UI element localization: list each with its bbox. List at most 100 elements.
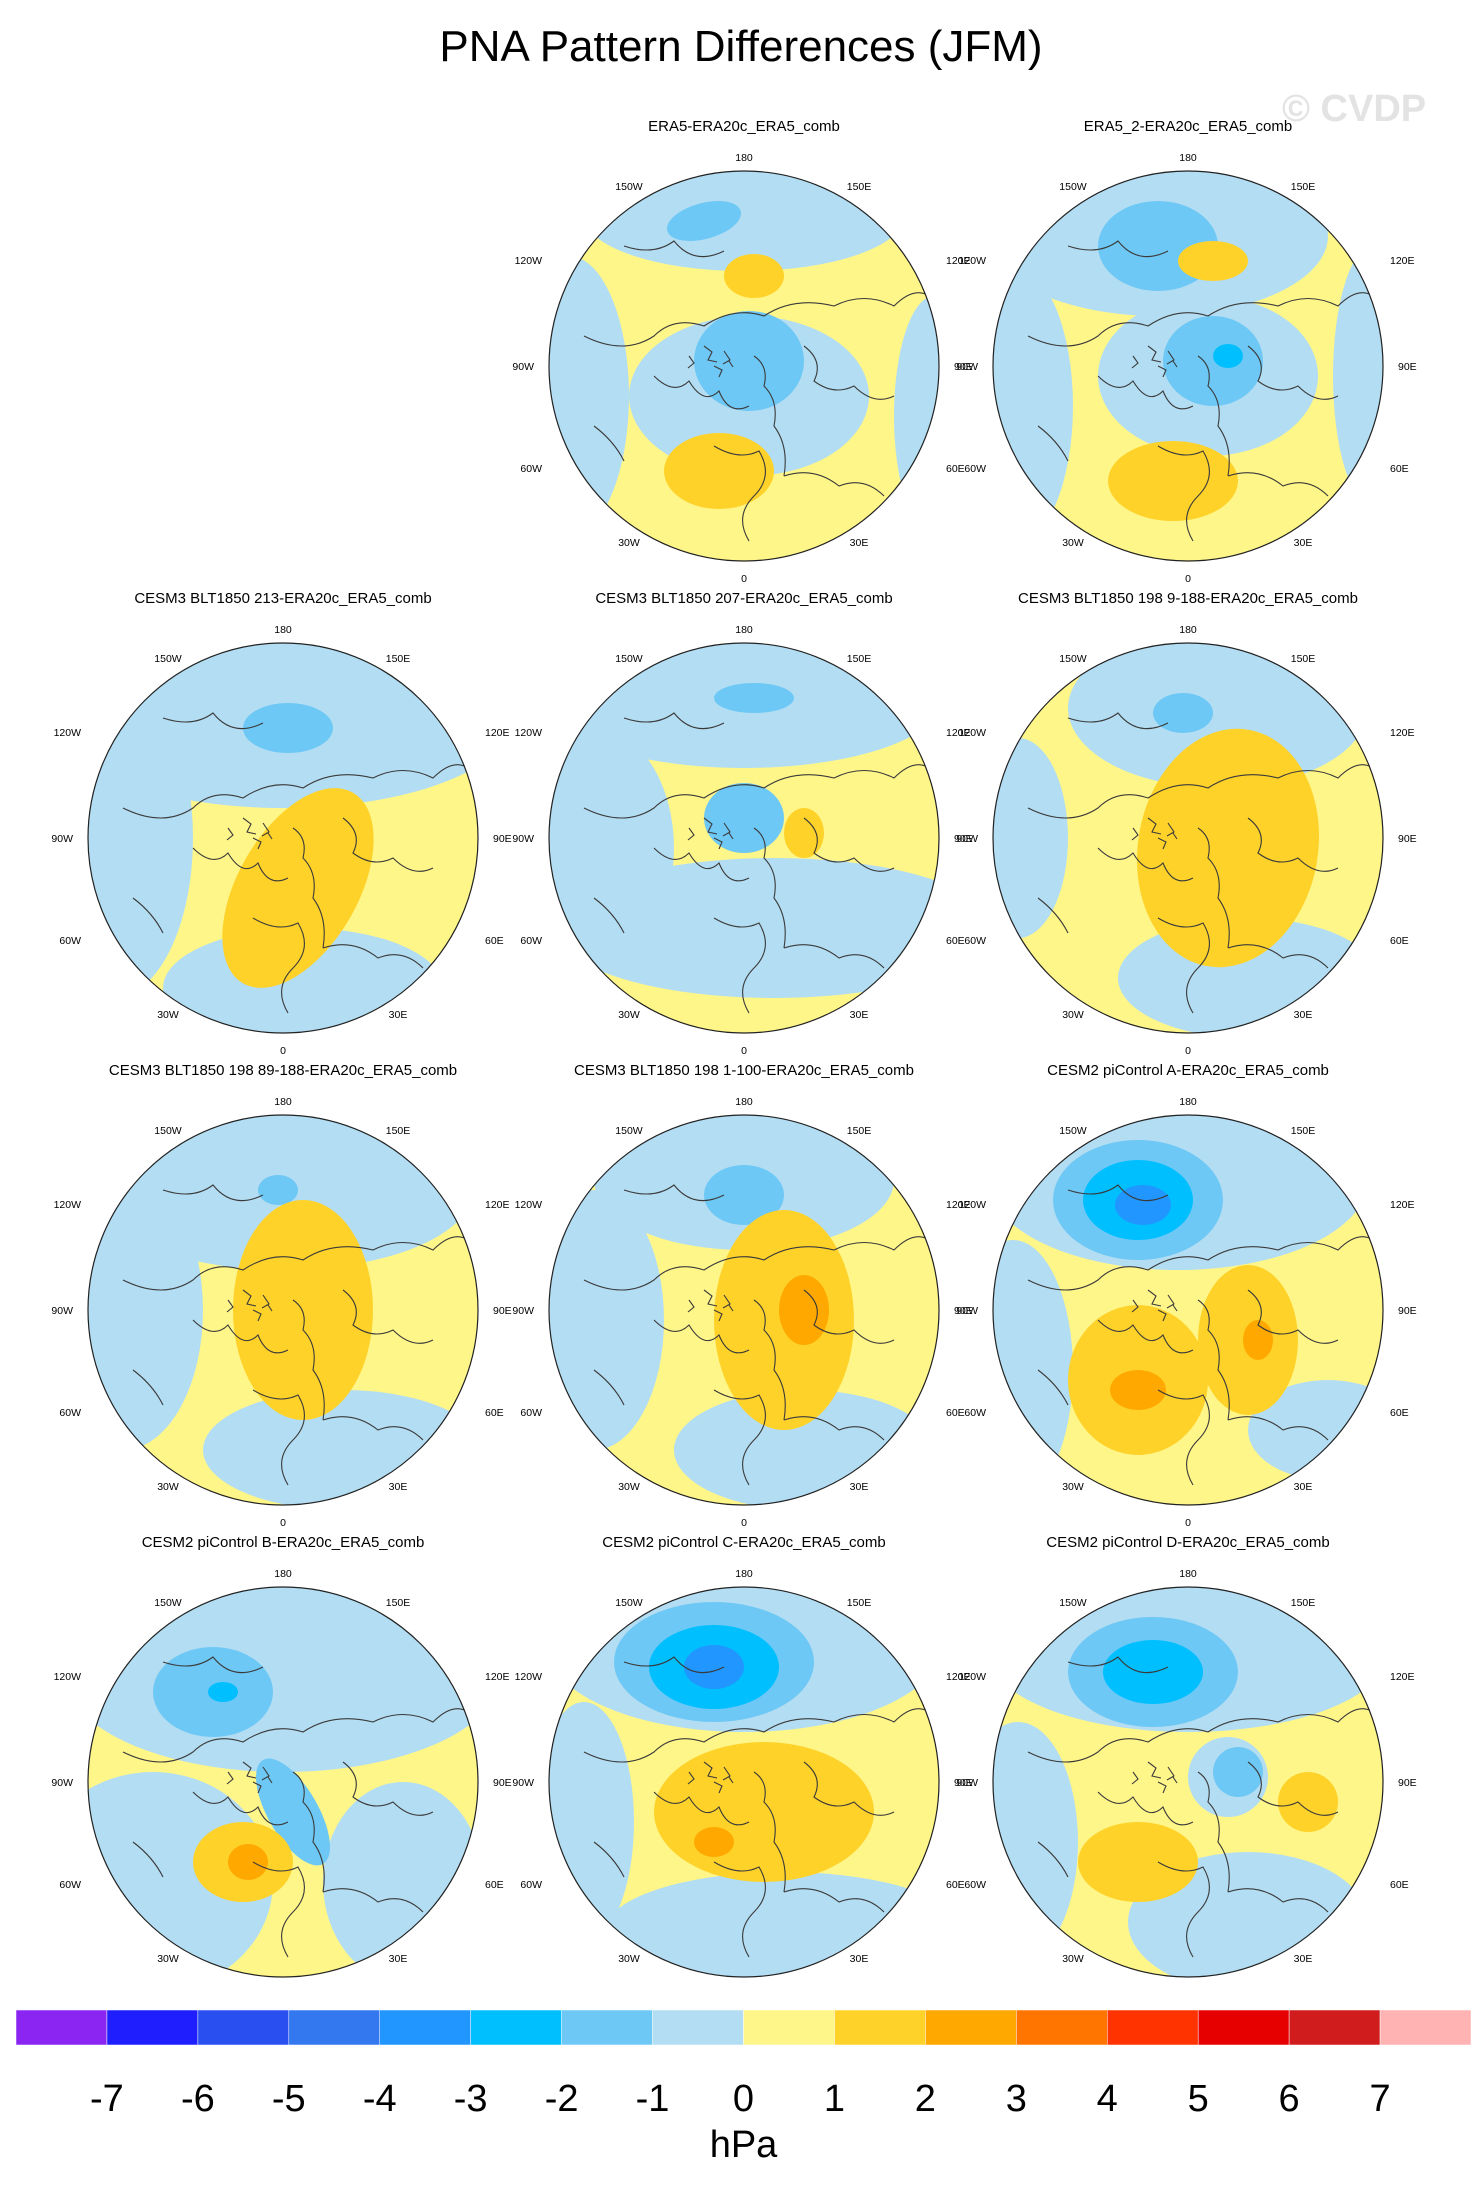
map-panel: ERA5_2-ERA20c_ERA5_comb 180 150W 150E 120W 12… [956,118,1417,585]
longitude-label: 90E [954,1305,973,1317]
longitude-label: 90E [954,361,973,373]
longitude-label: 30E [850,1481,869,1493]
longitude-label: 120E [946,1671,971,1683]
anomaly-contour [1153,693,1213,733]
longitude-label: 90W [512,1777,534,1789]
longitude-label: 120E [1390,1671,1415,1683]
map-boundary [992,1114,1384,1506]
longitude-label: 60E [485,1407,504,1419]
map-panel: CESM3 BLT1850 198 9-188-ERA20c_ERA5_comb… [956,590,1416,1057]
colorbar-swatch [379,2009,471,2046]
longitude-label: 60W [964,463,986,475]
longitude-label: 150E [386,1597,411,1609]
longitude-label: 60W [520,1879,542,1891]
figure-title: PNA Pattern Differences (JFM) [439,22,1043,71]
longitude-label: 60W [964,1879,986,1891]
longitude-label: 150W [1059,1597,1087,1609]
longitude-label: 0 [741,1517,747,1529]
colorbar-tick-label: 4 [1096,2078,1118,2120]
longitude-label: 120W [959,1671,987,1683]
anomaly-contour [993,266,1073,546]
map-boundary [548,642,940,1034]
map-boundary [548,1114,940,1506]
longitude-label: 150W [615,1125,643,1137]
panel-title: ERA5-ERA20c_ERA5_comb [648,118,840,135]
longitude-label: 0 [280,1989,286,1990]
anomaly-contour [1278,1772,1338,1832]
longitude-label: 0 [741,573,747,585]
map-boundary [87,1114,479,1506]
map-boundary [992,642,1384,1034]
longitude-label: 60W [964,1407,986,1419]
colorbar-swatches [16,2009,1471,2046]
longitude-label: 150W [154,1125,182,1137]
anomaly-contour [667,201,741,241]
anomaly-contour [1213,1747,1263,1797]
map-panel: CESM2 piControl D-ERA20c_ERA5_comb 180 150… [956,1534,1416,1990]
anomaly-contour [704,1165,784,1225]
longitude-label: 30W [1062,1009,1084,1021]
longitude-label: 60E [946,1407,965,1419]
longitude-label: 120E [1390,727,1415,739]
longitude-label: 60E [485,935,504,947]
anomaly-contour [1110,1370,1166,1410]
colorbar-swatch [1197,2009,1290,2046]
anomaly-contour [714,683,794,713]
longitude-label: 30W [618,1481,640,1493]
panel-title: CESM3 BLT1850 213-ERA20c_ERA5_comb [134,590,431,607]
colorbar-tick-label: 0 [732,2078,755,2120]
anomaly-contour [694,1827,734,1857]
map-boundary [548,170,940,562]
longitude-label: 120W [515,1671,543,1683]
panel-title: CESM3 BLT1850 207-ERA20c_ERA5_comb [595,590,892,607]
longitude-label: 150E [1291,1597,1316,1609]
anomaly-contour [222,788,374,988]
longitude-label: 120E [1390,255,1415,267]
longitude-label: 150E [847,181,872,193]
longitude-label: 90E [1398,361,1417,373]
map-boundary [992,1586,1384,1978]
longitude-label: 0 [280,1045,286,1057]
longitude-label: 180 [735,1096,753,1108]
panel-title: CESM2 piControl A-ERA20c_ERA5_comb [1047,1062,1329,1079]
longitude-label: 90E [954,833,973,845]
longitude-label: 120W [54,1199,82,1211]
anomaly-contour [784,808,824,858]
longitude-label: 150E [386,653,411,665]
anomaly-contour [894,296,939,536]
panel-title: CESM3 BLT1850 198 1-100-ERA20c_ERA5_comb [574,1062,914,1079]
anomaly-contour [243,703,333,753]
anomaly-contour [88,1587,478,1772]
map-panel: CESM2 piControl B-ERA20c_ERA5_comb 180 150… [51,1534,511,1990]
longitude-label: 30E [850,1009,869,1021]
longitude-label: 150E [1291,1125,1316,1137]
longitude-label: 180 [1179,624,1197,636]
longitude-label: 120W [515,1199,543,1211]
panel-title: CESM3 BLT1850 198 9-188-ERA20c_ERA5_comb [1018,590,1358,607]
anomaly-contour [1163,316,1263,406]
longitude-label: 30E [1294,537,1313,549]
longitude-label: 60E [1390,1879,1409,1891]
longitude-label: 30E [1294,1953,1313,1965]
longitude-label: 90W [956,361,978,373]
anomaly-contour [323,1782,478,1977]
anomaly-contour [1178,241,1248,281]
colorbar-tick-label: -1 [635,2078,670,2120]
longitude-label: 60E [485,1879,504,1891]
panel-title: CESM2 piControl C-ERA20c_ERA5_comb [602,1534,885,1551]
map-boundary [87,1586,479,1978]
longitude-label: 150E [1291,181,1316,193]
colorbar-tick-label: 3 [1005,2078,1027,2120]
map-panel: CESM3 BLT1850 207-ERA20c_ERA5_comb 180 150… [512,590,973,1057]
longitude-label: 150E [847,1125,872,1137]
map-panel: CESM2 piControl A-ERA20c_ERA5_comb 180 150… [956,1062,1416,1529]
longitude-label: 150E [386,1125,411,1137]
anomaly-contour [256,1758,330,1866]
longitude-label: 60E [946,935,965,947]
anomaly-contour [724,254,784,298]
colorbar-tick-label: 6 [1278,2078,1300,2120]
longitude-label: 120W [54,727,82,739]
colorbar-swatch [743,2009,835,2046]
longitude-label: 150E [847,653,872,665]
watermark: © CVDP [1282,88,1427,130]
